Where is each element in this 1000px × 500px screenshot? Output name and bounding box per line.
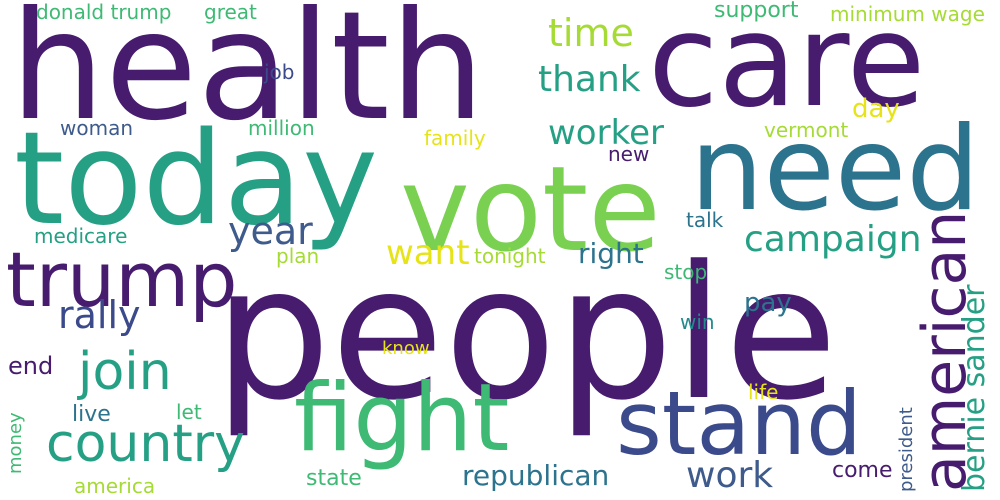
word-republican: republican [462,459,610,492]
word-woman: woman [60,116,134,140]
word-want: want [386,233,470,273]
word-president: president [896,407,917,492]
word-right: right [578,237,644,270]
word-win: win [680,310,715,334]
word-family: family [424,126,486,150]
word-day: day [852,94,900,124]
word-medicare: medicare [34,224,128,248]
word-worker: worker [548,113,664,153]
word-thank: thank [538,59,641,100]
word-care: care [648,0,926,136]
word-pay: pay [744,288,792,318]
word-know: know [382,338,430,359]
word-million: million [248,116,315,140]
word-let: let [176,400,202,424]
word-trump: trump [6,235,238,324]
word-money: money [5,412,26,474]
word-vote: vote [400,140,661,278]
word-time: time [548,11,634,55]
word-job: job [264,60,295,84]
word-state: state [306,466,362,491]
word-fight: fight [294,364,510,473]
word-live: live [72,402,111,427]
word-talk: talk [686,208,724,232]
word-country: country [46,414,245,474]
word-tonight: tonight [474,244,546,268]
word-vermont: vermont [764,118,849,142]
word-year: year [228,209,313,253]
word-come: come [832,458,893,483]
word-stop: stop [664,260,708,284]
word-new: new [608,142,650,166]
word-end: end [8,352,54,380]
word-work: work [686,455,774,496]
word-campaign: campaign [744,219,922,260]
word-join: join [78,342,172,402]
word-minimum-wage: minimum wage [830,2,985,26]
word-support: support [714,0,799,23]
word-rally: rally [58,293,141,337]
word-america: america [74,474,156,498]
word-people: people [214,227,838,441]
word-today: today [14,105,378,254]
word-need: need [690,102,980,237]
word-health: health [10,0,485,154]
word-plan: plan [276,244,320,268]
word-life: life [748,380,779,404]
word-great: great [204,0,257,24]
word-stand: stand [616,372,862,475]
word-bernie-sander: bernie sander [957,284,992,492]
word-donald-trump: donald trump [36,0,172,24]
